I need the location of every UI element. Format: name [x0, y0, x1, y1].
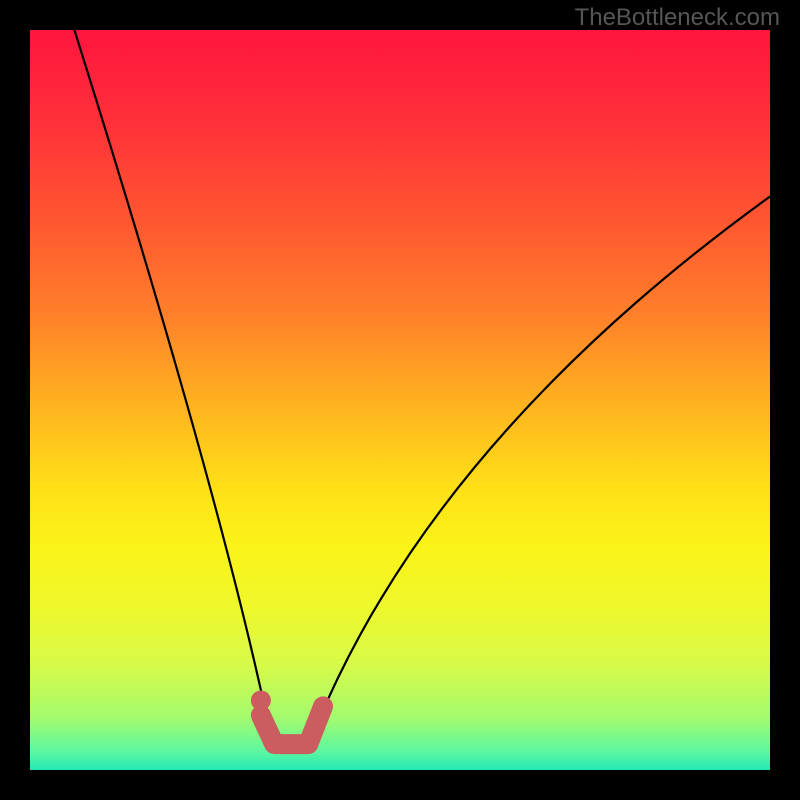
- watermark-text: TheBottleneck.com: [575, 4, 780, 32]
- bottleneck-chart: [0, 0, 800, 800]
- plot-background: [30, 30, 770, 770]
